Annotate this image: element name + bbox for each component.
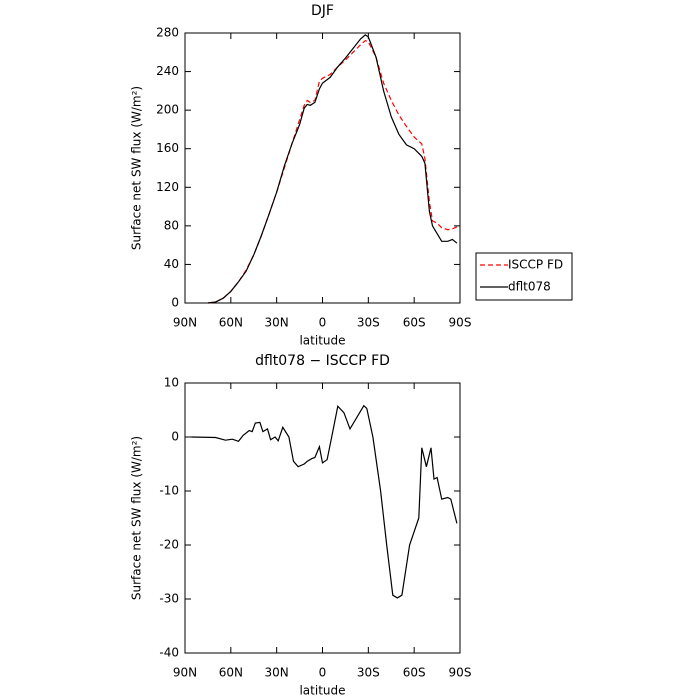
x-tick-label: 90N	[173, 316, 197, 330]
x-tick-label: 30N	[265, 666, 289, 680]
x-axis-label: latitude	[299, 334, 345, 348]
plot-frame	[184, 32, 461, 304]
x-tick-label: 0	[319, 666, 327, 680]
x-tick-label: 30S	[357, 316, 380, 330]
y-tick-label: 10	[164, 376, 179, 390]
x-tick-label: 60S	[403, 316, 426, 330]
y-tick-label: 160	[156, 141, 179, 155]
y-tick-label: 0	[171, 430, 179, 444]
y-tick-label: 80	[164, 218, 179, 232]
y-axis-label: Surface net SW flux (W/m²)	[130, 436, 144, 600]
y-tick-label: -30	[159, 592, 179, 606]
x-tick-label: 60N	[219, 666, 243, 680]
x-tick-label: 90S	[449, 316, 472, 330]
x-tick-label: 30N	[265, 316, 289, 330]
x-axis-label: latitude	[299, 684, 345, 698]
x-tick-label: 30S	[357, 666, 380, 680]
y-tick-label: 280	[156, 26, 179, 40]
y-tick-label: 240	[156, 64, 179, 78]
x-tick-label: 60N	[219, 316, 243, 330]
x-tick-label: 90S	[449, 666, 472, 680]
x-tick-label: 0	[319, 316, 327, 330]
y-tick-label: -10	[159, 484, 179, 498]
legend-label: ISCCP FD	[508, 258, 563, 272]
y-tick-label: 0	[171, 296, 179, 310]
legend-label: dflt078	[508, 280, 551, 294]
chart-title: DJF	[311, 3, 334, 19]
y-tick-label: 40	[164, 257, 179, 271]
chart-title: dflt078 − ISCCP FD	[255, 353, 390, 369]
data-line	[207, 40, 458, 304]
legend-frame	[475, 252, 573, 301]
y-tick-label: 200	[156, 103, 179, 117]
y-tick-label: -40	[159, 646, 179, 660]
data-line	[207, 34, 458, 304]
y-tick-label: -20	[159, 538, 179, 552]
y-tick-label: 120	[156, 180, 179, 194]
x-tick-label: 60S	[403, 666, 426, 680]
y-axis-label: Surface net SW flux (W/m²)	[130, 86, 144, 250]
x-tick-label: 90N	[173, 666, 197, 680]
data-line	[191, 404, 458, 599]
